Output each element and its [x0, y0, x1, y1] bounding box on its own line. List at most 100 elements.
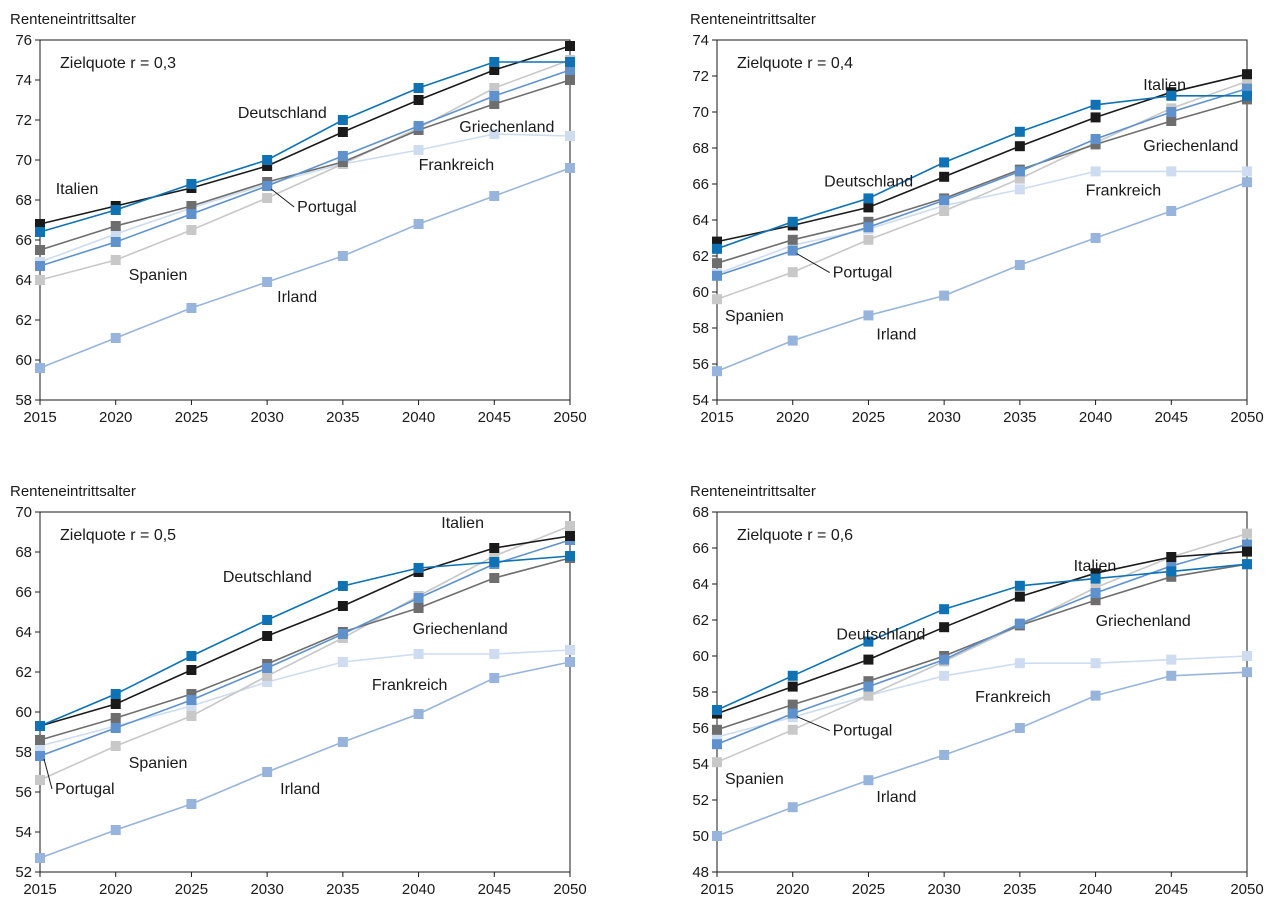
series-label: Deutschland	[836, 627, 925, 644]
data-point	[1014, 141, 1025, 152]
x-tick-label: 2040	[402, 409, 435, 426]
data-point	[939, 171, 950, 182]
data-point	[939, 604, 950, 615]
data-point	[337, 157, 348, 167]
data-point	[110, 699, 121, 709]
data-point	[186, 201, 197, 211]
label-leader-line	[270, 188, 295, 208]
y-tick-label: 68	[15, 192, 32, 209]
series-label: Italien	[56, 181, 99, 198]
series-line-frankreich	[39, 133, 571, 263]
data-point	[1014, 126, 1025, 137]
data-point	[565, 551, 575, 561]
series-label: Irland	[876, 326, 916, 343]
data-point	[863, 676, 874, 687]
data-point	[939, 670, 950, 681]
series-label: Frankreich	[419, 157, 495, 174]
data-point	[939, 622, 950, 633]
y-tick-label: 62	[692, 248, 709, 265]
data-point	[186, 225, 197, 235]
data-point	[1166, 206, 1177, 216]
data-point	[35, 741, 45, 751]
y-tick-label: 54	[15, 824, 32, 841]
data-point	[1166, 90, 1177, 101]
data-point	[1014, 591, 1025, 602]
data-point	[413, 709, 424, 719]
y-tick-label: 72	[692, 68, 709, 85]
series-label: Italien	[1143, 77, 1186, 94]
data-point	[262, 193, 273, 203]
data-point	[110, 741, 121, 751]
y-axis-label: Renteneintrittsalter	[690, 11, 816, 28]
data-point	[1090, 233, 1101, 243]
data-point	[186, 695, 197, 705]
series-label: Deutschland	[824, 173, 913, 190]
x-tick-label: 2040	[1079, 881, 1112, 898]
data-point	[489, 551, 500, 561]
data-point	[262, 161, 273, 171]
data-point	[35, 363, 45, 373]
data-point	[110, 825, 121, 835]
series-label: Griechenland	[413, 621, 508, 638]
y-tick-label: 48	[692, 864, 709, 881]
data-point	[787, 234, 798, 245]
x-tick-label: 2015	[23, 881, 56, 898]
x-tick-label: 2015	[700, 881, 733, 898]
series-label: Italien	[441, 515, 484, 532]
data-point	[1014, 260, 1025, 270]
y-tick-label: 60	[692, 284, 709, 301]
target-ratio-annotation: Zielquote r = 0,5	[60, 527, 176, 544]
series-label: Irland	[280, 781, 320, 798]
series-line-griechenland	[716, 98, 1248, 264]
data-point	[787, 699, 798, 710]
series-label: Italien	[1074, 558, 1117, 575]
data-point	[35, 261, 45, 271]
target-ratio-annotation: Zielquote r = 0,4	[737, 55, 853, 72]
data-point	[712, 270, 722, 281]
y-tick-label: 60	[15, 352, 32, 369]
y-tick-label: 64	[692, 212, 709, 229]
data-point	[863, 222, 874, 233]
data-point	[1090, 658, 1101, 669]
y-tick-label: 58	[15, 744, 32, 761]
data-point	[413, 83, 424, 93]
data-point	[262, 155, 273, 165]
data-point	[1242, 651, 1252, 661]
x-tick-label: 2050	[1230, 881, 1263, 898]
data-point	[413, 603, 424, 613]
data-point	[712, 366, 722, 377]
data-point	[110, 255, 121, 265]
series-label: Spanien	[725, 771, 784, 788]
y-tick-label: 76	[15, 32, 32, 49]
series-line-irland	[716, 671, 1248, 837]
data-point	[489, 649, 500, 659]
data-point	[35, 735, 45, 745]
series-label: Portugal	[833, 723, 893, 740]
data-point	[712, 757, 722, 768]
x-tick-label: 2050	[553, 881, 586, 898]
data-point	[186, 689, 197, 699]
data-point	[337, 629, 348, 639]
data-point	[1166, 561, 1177, 571]
data-point	[1090, 588, 1101, 598]
x-tick-label: 2040	[1079, 409, 1112, 426]
target-ratio-annotation: Zielquote r = 0,3	[60, 55, 176, 72]
data-point	[863, 690, 874, 701]
data-point	[35, 227, 45, 237]
data-point	[712, 739, 722, 750]
y-tick-label: 50	[692, 828, 709, 845]
data-point	[262, 181, 273, 191]
data-point	[413, 563, 424, 573]
y-tick-label: 68	[15, 544, 32, 561]
data-point	[712, 243, 722, 254]
data-point	[787, 240, 798, 251]
label-leader-line	[796, 716, 830, 732]
y-tick-label: 58	[692, 684, 709, 701]
y-tick-label: 70	[15, 152, 32, 169]
data-point	[110, 333, 121, 343]
data-point	[712, 831, 722, 841]
data-point	[712, 705, 722, 715]
series-label: Frankreich	[975, 689, 1051, 706]
data-point	[413, 145, 424, 155]
data-point	[35, 853, 45, 863]
